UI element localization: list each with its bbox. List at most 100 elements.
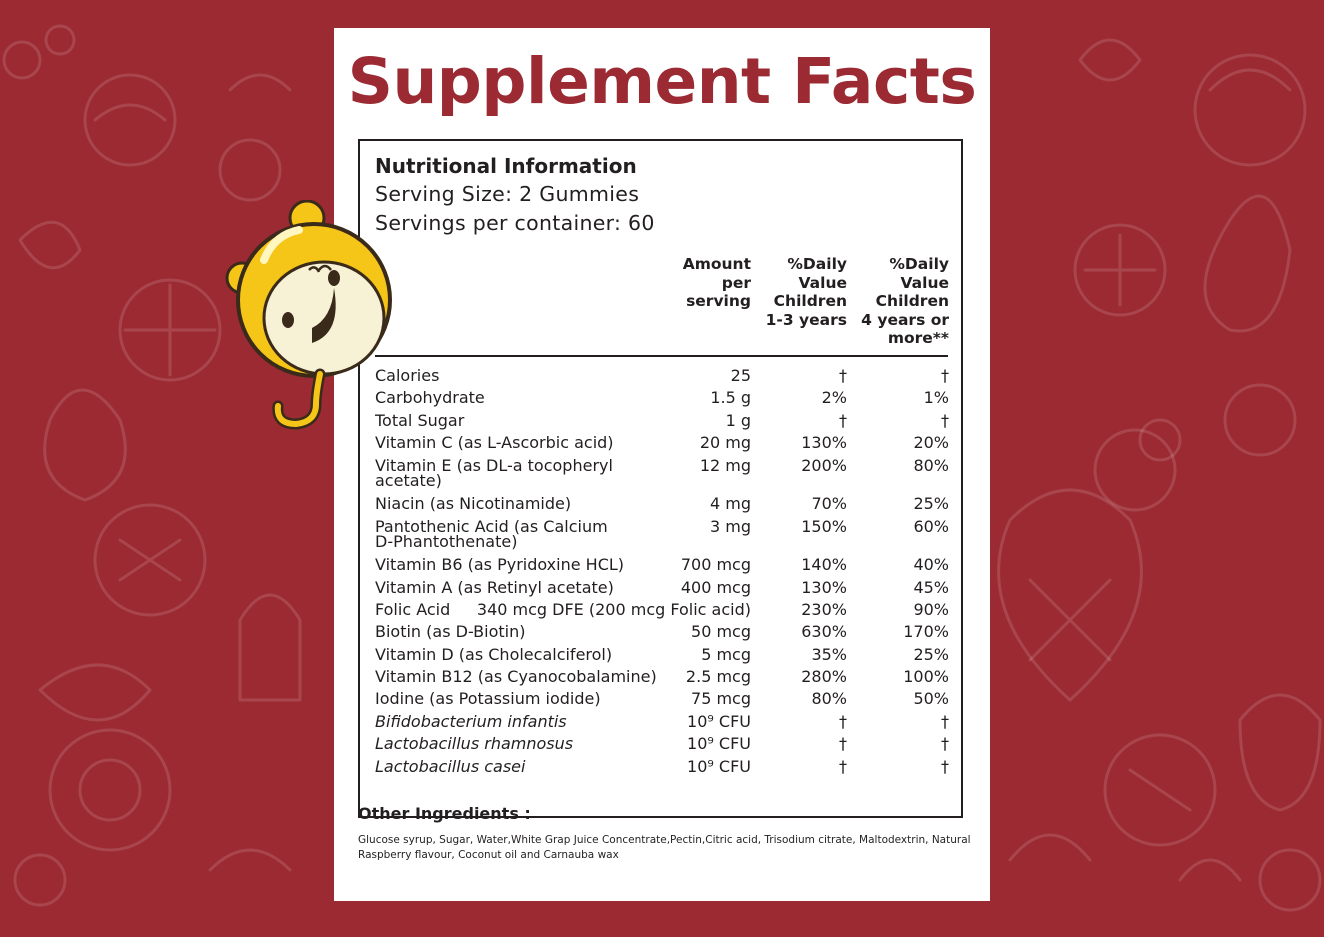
nutrient-name: Bifidobacterium infantis (375, 711, 567, 731)
table-row: Bifidobacterium infantis 10⁹ CFU † † (360, 714, 961, 736)
nutrient-amount: 12 mg (699, 455, 751, 475)
nutrient-amount: 50 mcg (691, 622, 751, 642)
dv-children-1-3: 2% (821, 388, 847, 408)
dv-children-4-plus: 25% (913, 644, 949, 664)
nutrient-name: Folic Acid (375, 599, 451, 619)
dv-children-1-3: † (839, 711, 847, 731)
dv-children-4-plus: 20% (913, 433, 949, 453)
nutrient-amount: 1 g (725, 410, 751, 430)
dv-children-4-plus: 100% (903, 667, 949, 687)
nutrition-panel: Nutritional Information Serving Size: 2 … (358, 139, 963, 818)
dv-children-4-plus: † (941, 734, 949, 754)
table-row: Carbohydrate 1.5 g 2% 1% (360, 390, 961, 412)
dv-children-1-3: 70% (811, 494, 847, 514)
dv-children-1-3: 80% (811, 689, 847, 709)
table-row: Vitamin B6 (as Pyridoxine HCL) 700 mcg 140… (360, 557, 961, 579)
dv-children-4-plus: 25% (913, 494, 949, 514)
dv-children-4-plus: 60% (913, 516, 949, 536)
other-ingredients-label: Other Ingredients : (358, 804, 531, 823)
nutrient-name: Carbohydrate (375, 388, 485, 408)
dv-children-4-plus: 80% (913, 455, 949, 475)
nutrient-name: Vitamin B6 (as Pyridoxine HCL) (375, 555, 625, 575)
serving-size: Serving Size: 2 Gummies (375, 182, 640, 206)
dv-children-1-3: 130% (801, 577, 847, 597)
dv-children-1-3: † (839, 734, 847, 754)
dv-children-1-3: 150% (801, 516, 847, 536)
table-row: Lactobacillus rhamnosus 10⁹ CFU † † (360, 736, 961, 758)
table-row: Calories 25 † † (360, 368, 961, 390)
header-divider (375, 355, 948, 357)
dv-children-4-plus: † (941, 711, 949, 731)
dv-children-1-3: † (839, 410, 847, 430)
dv-children-4-plus: 170% (903, 622, 949, 642)
dv-children-1-3: 630% (801, 622, 847, 642)
dv-children-1-3: 230% (801, 599, 847, 619)
nutrient-name: Niacin (as Nicotinamide) (375, 494, 572, 514)
dv-children-4-plus: 1% (923, 388, 949, 408)
nutrient-name: Vitamin D (as Cholecalciferol) (375, 644, 613, 664)
nutrient-amount: 5 mcg (701, 644, 751, 664)
nutrient-name: Vitamin B12 (as Cyanocobalamine) (375, 667, 657, 687)
dv-children-1-3: 280% (801, 667, 847, 687)
table-row: Vitamin A (as Retinyl acetate) 400 mcg 130… (360, 577, 961, 602)
nutrient-name: Pantothenic Acid (as Calcium D-Phantothe… (375, 516, 608, 552)
info-heading: Nutritional Information (375, 154, 637, 178)
nutrient-amount: 1.5 g (710, 388, 751, 408)
table-row: Vitamin B12 (as Cyanocobalamine) 2.5 mcg 2… (360, 669, 961, 691)
nutrient-rows: Calories 25 † † Carbohydrate 1.5 g 2% 1% Total S… (360, 368, 961, 781)
nutrient-amount: 10⁹ CFU (687, 734, 751, 754)
nutrient-name: Calories (375, 366, 440, 385)
nutrient-amount: 75 mcg (691, 689, 751, 709)
nutrient-amount: 2.5 mcg (685, 667, 751, 687)
nutrient-amount: 340 mcg DFE (200 mcg Folic acid) (476, 599, 751, 619)
table-row: Niacin (as Nicotinamide) 4 mg 70% 25% (360, 496, 961, 518)
table-row: Total Sugar 1 g † † (360, 413, 961, 435)
supplement-facts-card: Supplement Facts Nutritional Information… (334, 28, 990, 901)
nutrient-amount: 400 mcg (680, 577, 751, 597)
dv-children-1-3: 35% (811, 644, 847, 664)
table-row: Iodine (as Potassium iodide) 75 mcg 80% 50% (360, 691, 961, 713)
nutrient-name: Vitamin C (as L-Ascorbic acid) (375, 433, 614, 453)
nutrient-amount: 4 mg (709, 494, 751, 514)
dv-children-1-3: † (839, 756, 847, 776)
nutrient-amount: 25 (730, 366, 751, 385)
nutrient-name: Vitamin E (as DL-a tocopheryl acetate) (375, 455, 613, 491)
nutrient-amount: 10⁹ CFU (687, 756, 751, 776)
table-row: Biotin (as D-Biotin) 50 mcg 630% 170% (360, 624, 961, 646)
header-dv-children-1-3: %Daily Value Children 1-3 years (765, 255, 847, 329)
dv-children-4-plus: † (941, 366, 949, 385)
nutrient-name: Total Sugar (375, 410, 465, 430)
table-row: Folic Acid 340 mcg DFE (200 mcg Folic aci… (360, 602, 961, 624)
nutrient-name: Lactobacillus casei (375, 756, 526, 776)
page-title: Supplement Facts (347, 45, 977, 118)
nutrient-amount: 10⁹ CFU (687, 711, 751, 731)
dv-children-4-plus: 90% (913, 599, 949, 619)
table-row: Vitamin D (as Cholecalciferol) 5 mcg 35% 25… (360, 644, 961, 669)
servings-per-container: Servings per container: 60 (375, 211, 655, 235)
nutrient-amount: 20 mg (699, 433, 751, 453)
header-dv-children-4-plus: %Daily Value Children 4 years or more** (861, 255, 949, 347)
dv-children-1-3: 140% (801, 555, 847, 575)
mascot-gummy-character (225, 200, 392, 430)
table-row: Vitamin C (as L-Ascorbic acid) 20 mg 130% 2… (360, 435, 961, 457)
dv-children-4-plus: 45% (913, 577, 949, 597)
nutrient-name: Vitamin A (as Retinyl acetate) (375, 577, 614, 597)
table-row: Lactobacillus casei 10⁹ CFU † † (360, 756, 961, 781)
nutrient-name: Lactobacillus rhamnosus (375, 734, 574, 754)
nutrient-name: Iodine (as Potassium iodide) (375, 689, 601, 709)
dv-children-4-plus: 40% (913, 555, 949, 575)
dv-children-4-plus: † (941, 756, 949, 776)
dv-children-4-plus: † (941, 410, 949, 430)
nutrient-amount: 700 mcg (680, 555, 751, 575)
table-row: Vitamin E (as DL-a tocopheryl acetate) 12… (360, 455, 961, 497)
dv-children-4-plus: 50% (913, 689, 949, 709)
header-amount: Amount per serving (682, 255, 751, 310)
dv-children-1-3: 130% (801, 433, 847, 453)
dv-children-1-3: 200% (801, 455, 847, 475)
table-row: Pantothenic Acid (as Calcium D-Phantothe… (360, 516, 961, 558)
other-ingredients-text: Glucose syrup, Sugar, Water,White Grap J… (358, 834, 971, 861)
dv-children-1-3: † (839, 366, 847, 385)
nutrient-amount: 3 mg (709, 516, 751, 536)
nutrient-name: Biotin (as D-Biotin) (375, 622, 526, 642)
